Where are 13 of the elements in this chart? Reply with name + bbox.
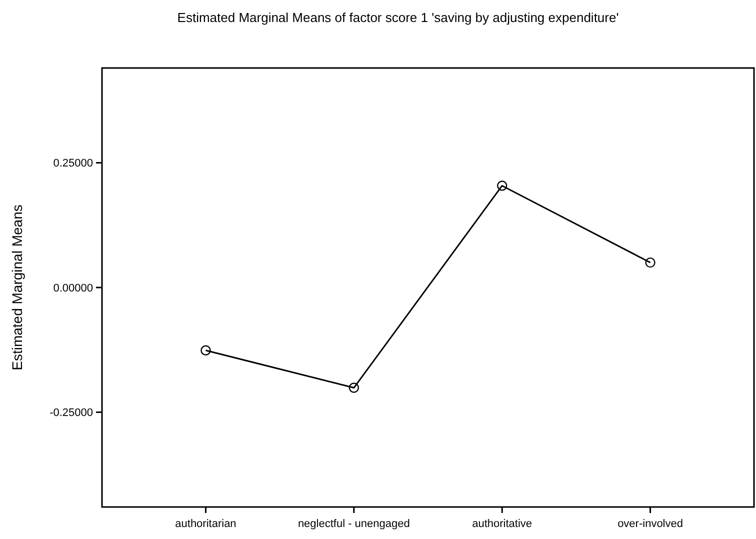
y-tick-label: -0.25000 (50, 407, 93, 420)
y-tick-label: 0.00000 (53, 282, 93, 294)
point (200, 345, 211, 356)
x-tick-label: authoritative (472, 518, 532, 530)
point (496, 180, 508, 191)
x-tick-label: neglectful - unengaged (298, 518, 410, 530)
chart-title: Estimated Marginal Means of factor score 1 'saving by adjusting expenditure' (177, 10, 619, 25)
x-tick-label: authoritarian (175, 518, 236, 530)
point (348, 382, 360, 393)
y-tick-label: 0.25000 (53, 158, 93, 170)
y-axis-title: Estimated Marginal Means (9, 204, 25, 370)
x-tick-label: over-involved (618, 518, 683, 530)
point (645, 257, 656, 268)
